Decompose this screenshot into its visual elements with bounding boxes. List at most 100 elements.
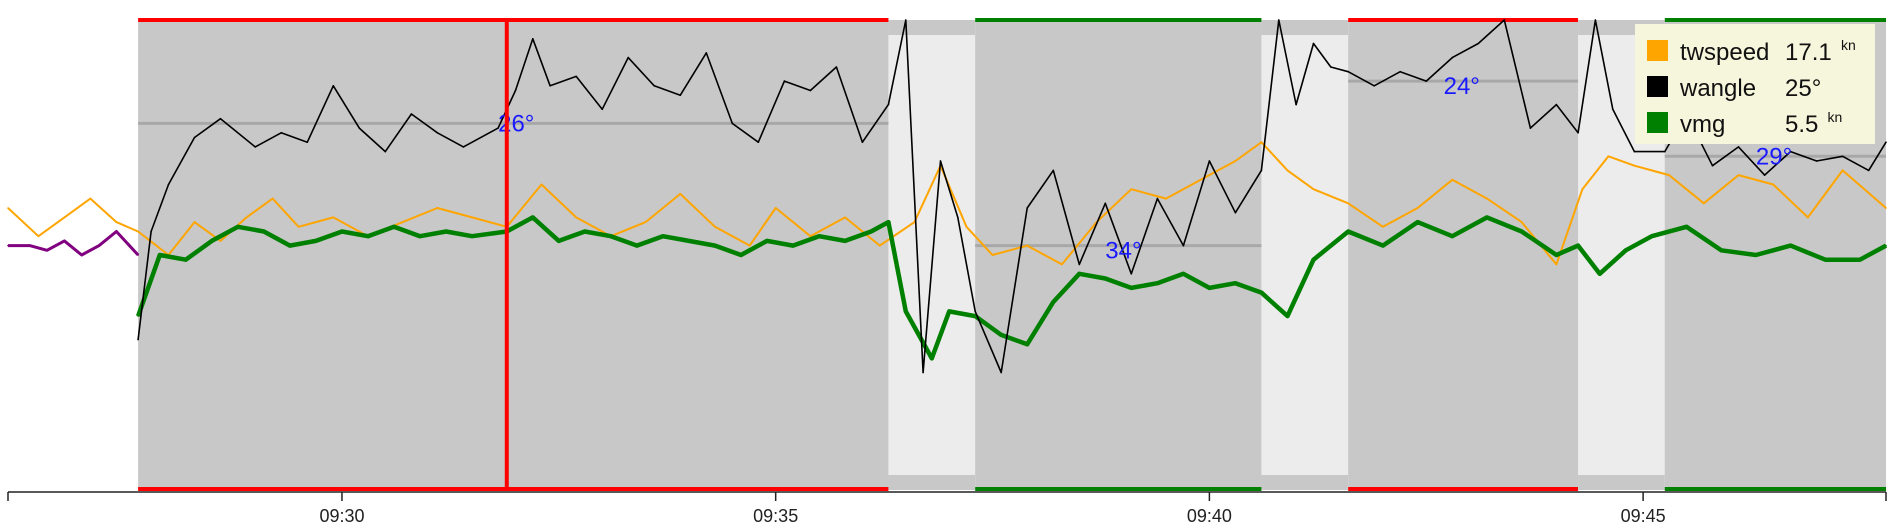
data-point-pre-start-1 — [28, 244, 31, 247]
legend: twspeed 17.1 kn wangle 25° vmg 5.5 kn — [1635, 24, 1875, 144]
data-point-vmg-27 — [844, 240, 846, 242]
data-point-wangle-10 — [384, 150, 387, 153]
data-point-vmg-39 — [1130, 287, 1133, 289]
data-point-twspeed-0 — [7, 207, 9, 209]
data-point-vmg-23 — [740, 254, 742, 256]
legend-box — [1635, 24, 1875, 144]
data-point-vmg-47 — [1347, 230, 1349, 233]
x-tick-label-2: 09:40 — [1187, 506, 1232, 526]
data-point-twspeed-29 — [913, 221, 916, 223]
data-point-wangle-20 — [627, 56, 630, 59]
data-point-vmg-45 — [1286, 315, 1289, 317]
legend-value-vmg: 5.5 — [1785, 111, 1818, 138]
data-point-vmg-59 — [1720, 249, 1722, 252]
data-point-wangle-14 — [497, 127, 499, 129]
data-point-vmg-11 — [419, 235, 421, 237]
data-point-wangle-19 — [601, 108, 603, 111]
legend-unit-vmg: kn — [1828, 109, 1843, 125]
data-point-twspeed-14 — [401, 221, 404, 223]
data-point-wangle-58 — [1529, 127, 1532, 129]
segment-backgrounds — [138, 18, 1886, 491]
data-point-twspeed-50 — [1581, 188, 1584, 190]
data-point-wangle-44 — [1208, 160, 1211, 162]
tack-zone-1 — [888, 35, 976, 475]
data-point-vmg-64 — [1885, 244, 1887, 247]
data-point-vmg-16 — [558, 240, 560, 242]
data-point-twspeed-4 — [115, 221, 118, 223]
legend-swatch-wangle — [1647, 76, 1668, 97]
data-point-wangle-2 — [167, 183, 170, 186]
data-point-twspeed-26 — [809, 235, 812, 237]
leg-bottom-bar-6 — [1664, 487, 1886, 491]
leg-top-bar-4 — [1348, 18, 1579, 22]
data-point-wangle-57 — [1503, 19, 1506, 21]
data-point-wangle-61 — [1594, 19, 1597, 21]
data-point-wangle-23 — [705, 52, 708, 54]
x-axis: 09:30 09:35 09:40 09:45 — [7, 491, 1887, 526]
data-point-twspeed-2 — [63, 216, 66, 219]
data-point-vmg-13 — [471, 235, 473, 237]
data-point-wangle-43 — [1182, 244, 1185, 247]
series-line-pre-start — [8, 230, 140, 257]
data-point-pre-start-5 — [98, 244, 100, 247]
data-point-wangle-11 — [410, 113, 413, 115]
data-point-wangle-22 — [679, 94, 682, 96]
data-point-vmg-62 — [1824, 258, 1827, 261]
data-point-wangle-69 — [1789, 150, 1792, 153]
angle-label-3: 29° — [1756, 143, 1792, 170]
angle-labels: 26° 34° 24° 29° — [498, 73, 1792, 264]
data-point-twspeed-42 — [1312, 188, 1315, 190]
data-point-vmg-60 — [1755, 254, 1757, 256]
data-point-wangle-63 — [1633, 150, 1636, 153]
data-point-wangle-34 — [957, 216, 959, 219]
data-point-wangle-53 — [1399, 70, 1402, 73]
data-point-wangle-55 — [1451, 56, 1454, 59]
leg-zone-4 — [1348, 20, 1579, 490]
data-point-wangle-32 — [922, 371, 924, 374]
data-point-wangle-37 — [1026, 207, 1029, 209]
data-point-wangle-30 — [887, 103, 890, 106]
angle-reference-lines — [138, 79, 1886, 248]
data-point-vmg-58 — [1685, 226, 1688, 228]
data-point-vmg-56 — [1624, 249, 1627, 252]
data-point-vmg-20 — [662, 235, 664, 237]
data-point-vmg-48 — [1382, 244, 1384, 247]
data-point-twspeed-21 — [644, 221, 647, 223]
data-point-wangle-54 — [1425, 80, 1428, 82]
data-point-twspeed-11 — [297, 226, 300, 228]
data-point-twspeed-44 — [1382, 226, 1384, 228]
data-point-twspeed-51 — [1607, 155, 1610, 158]
data-point-twspeed-45 — [1416, 207, 1419, 209]
data-point-vmg-25 — [792, 244, 794, 247]
data-point-vmg-2 — [185, 258, 187, 261]
legend-label-wangle: wangle — [1679, 75, 1756, 102]
data-point-vmg-38 — [1104, 277, 1107, 280]
data-point-wangle-25 — [757, 141, 760, 143]
data-point-wangle-15 — [514, 89, 517, 92]
data-point-vmg-4 — [237, 226, 239, 228]
leg-zone-2 — [975, 20, 1262, 490]
data-point-twspeed-55 — [1737, 174, 1740, 176]
data-point-twspeed-25 — [774, 207, 777, 209]
data-point-twspeed-54 — [1703, 202, 1705, 205]
data-point-pre-start-0 — [7, 244, 9, 247]
data-point-vmg-49 — [1416, 221, 1419, 223]
data-point-vmg-63 — [1859, 258, 1861, 261]
data-point-wangle-3 — [193, 136, 196, 139]
data-point-vmg-26 — [818, 235, 820, 237]
data-point-twspeed-40 — [1260, 141, 1263, 143]
data-point-twspeed-9 — [245, 216, 248, 219]
data-point-vmg-17 — [584, 230, 586, 233]
data-point-twspeed-28 — [878, 244, 881, 247]
data-point-vmg-22 — [714, 244, 716, 247]
data-point-vmg-24 — [766, 240, 768, 242]
data-point-wangle-50 — [1330, 66, 1332, 68]
legend-label-vmg: vmg — [1680, 111, 1725, 138]
data-point-vmg-18 — [610, 235, 612, 237]
data-point-wangle-17 — [549, 85, 551, 87]
data-point-vmg-43 — [1234, 282, 1237, 285]
legend-unit-twspeed: kn — [1841, 37, 1856, 53]
tack-zone-3 — [1261, 35, 1349, 475]
data-point-twspeed-8 — [219, 240, 222, 242]
